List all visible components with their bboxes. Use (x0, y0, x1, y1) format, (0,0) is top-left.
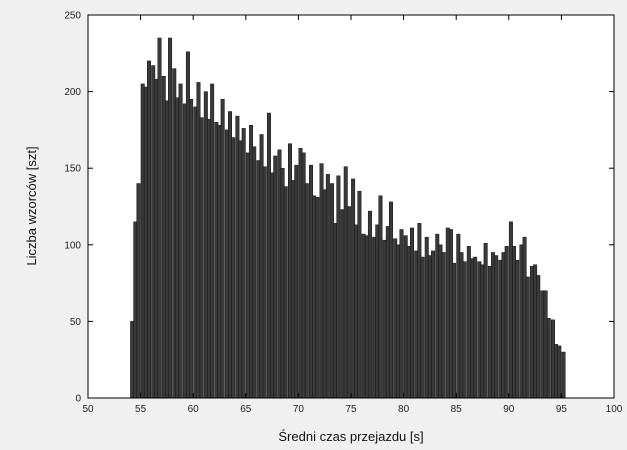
x-tick-label: 65 (240, 404, 252, 415)
x-tick-label: 60 (188, 404, 200, 415)
histogram-bar (357, 190, 362, 399)
histogram-bar (294, 164, 299, 399)
histogram-bar (525, 276, 530, 399)
histogram-bar (399, 229, 404, 399)
histogram-bar (178, 83, 183, 399)
histogram-bar (336, 175, 341, 399)
histogram-bar (452, 262, 457, 399)
histogram-bar (325, 174, 330, 399)
histogram-bar (473, 256, 478, 399)
histogram-bar (231, 137, 236, 399)
histogram-bar (410, 227, 414, 399)
x-tick-label: 80 (398, 404, 410, 415)
histogram-bar (304, 183, 309, 399)
y-tick-label: 150 (64, 164, 81, 175)
histogram-bar (561, 351, 566, 399)
histogram-bar (189, 99, 194, 399)
histogram-bar (241, 128, 246, 399)
histogram-bars (130, 37, 566, 399)
y-tick-label: 50 (70, 317, 82, 328)
histogram-bar (315, 197, 320, 399)
histogram-bar (262, 166, 267, 399)
histogram-bar (494, 255, 499, 399)
histogram-bar (483, 243, 488, 399)
x-tick-label: 55 (135, 404, 147, 415)
histogram-bar (273, 155, 278, 399)
histogram-bar (462, 261, 467, 399)
x-tick-label: 70 (293, 404, 305, 415)
histogram-bar (388, 201, 393, 399)
y-tick-label: 200 (64, 87, 81, 98)
histogram-bar (147, 60, 151, 399)
histogram-bar (515, 259, 520, 399)
histogram-bar (157, 37, 162, 399)
y-axis-label: Liczba wzorców [szt] (24, 146, 39, 265)
x-tick-label: 85 (451, 404, 463, 415)
x-tick-label: 50 (82, 404, 94, 415)
histogram-bar (536, 275, 541, 399)
y-tick-label: 100 (64, 240, 81, 251)
histogram-bar (557, 345, 562, 399)
x-axis-ticks: 50 55 60 65 70 75 80 85 90 95 100 (82, 15, 623, 415)
histogram-bar (346, 206, 351, 399)
histogram-bar (546, 318, 551, 399)
histogram-bar (367, 210, 372, 399)
histogram-bar (283, 186, 288, 399)
y-tick-label: 0 (75, 394, 81, 405)
histogram-bar (504, 246, 509, 399)
histogram-bar (378, 195, 383, 399)
histogram-bar (220, 99, 225, 399)
x-tick-label: 90 (503, 404, 515, 415)
histogram-bar (168, 37, 173, 399)
histogram-bar (431, 250, 436, 399)
histogram-bar (420, 256, 425, 399)
x-tick-label: 95 (556, 404, 568, 415)
y-tick-label: 250 (64, 11, 81, 22)
x-tick-label: 75 (345, 404, 357, 415)
x-tick-label: 100 (606, 404, 623, 415)
x-axis-label: Średni czas przejazdu [s] (278, 429, 423, 444)
histogram-bar (252, 146, 257, 399)
histogram-bar (136, 183, 141, 399)
histogram-bar (199, 117, 204, 399)
histogram-bar (441, 252, 446, 399)
y-axis-ticks: 0 50 100 150 200 250 (64, 11, 614, 405)
histogram-bar (210, 83, 215, 399)
